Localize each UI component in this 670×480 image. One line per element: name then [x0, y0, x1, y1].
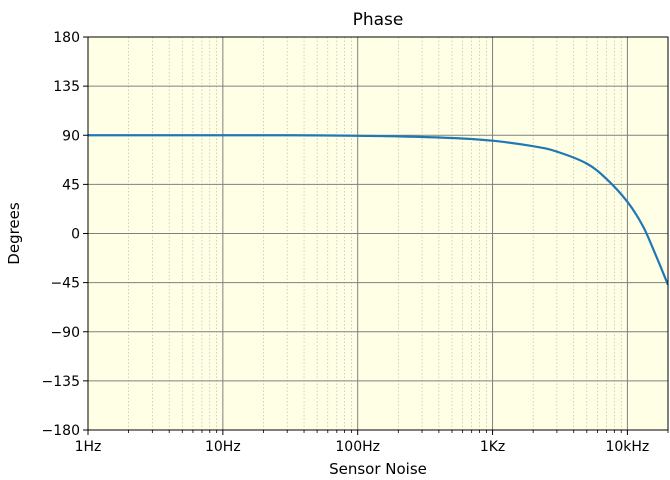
x-tick-label: 1Kz: [480, 439, 505, 455]
y-tick-label: 135: [53, 79, 80, 95]
y-tick-label: −135: [42, 374, 80, 390]
x-tick-label: 1Hz: [75, 439, 102, 455]
y-tick-label: −90: [50, 325, 80, 341]
y-axis-ticks: 180 135 90 45 0 −45 −90 −135 −180: [42, 30, 88, 439]
y-tick-label: 180: [53, 30, 80, 46]
phase-series-line: [88, 134, 668, 286]
y-axis-title: Degrees: [5, 202, 23, 265]
series-layer: [88, 134, 668, 286]
chart-title: Phase: [353, 10, 404, 30]
x-axis-title: Sensor Noise: [329, 460, 427, 478]
x-tick-label: 10Hz: [205, 439, 241, 455]
x-axis-ticks: 1Hz 10Hz 100Hz 1Kz 10kHz: [75, 430, 669, 455]
x-tick-label: 100Hz: [335, 439, 380, 455]
y-tick-label: −45: [50, 276, 80, 292]
y-tick-label: 45: [62, 177, 80, 193]
y-tick-label: 0: [71, 227, 80, 243]
y-tick-label: 90: [62, 128, 80, 144]
x-tick-label: 10kHz: [605, 439, 649, 455]
y-tick-label: −180: [42, 423, 80, 439]
